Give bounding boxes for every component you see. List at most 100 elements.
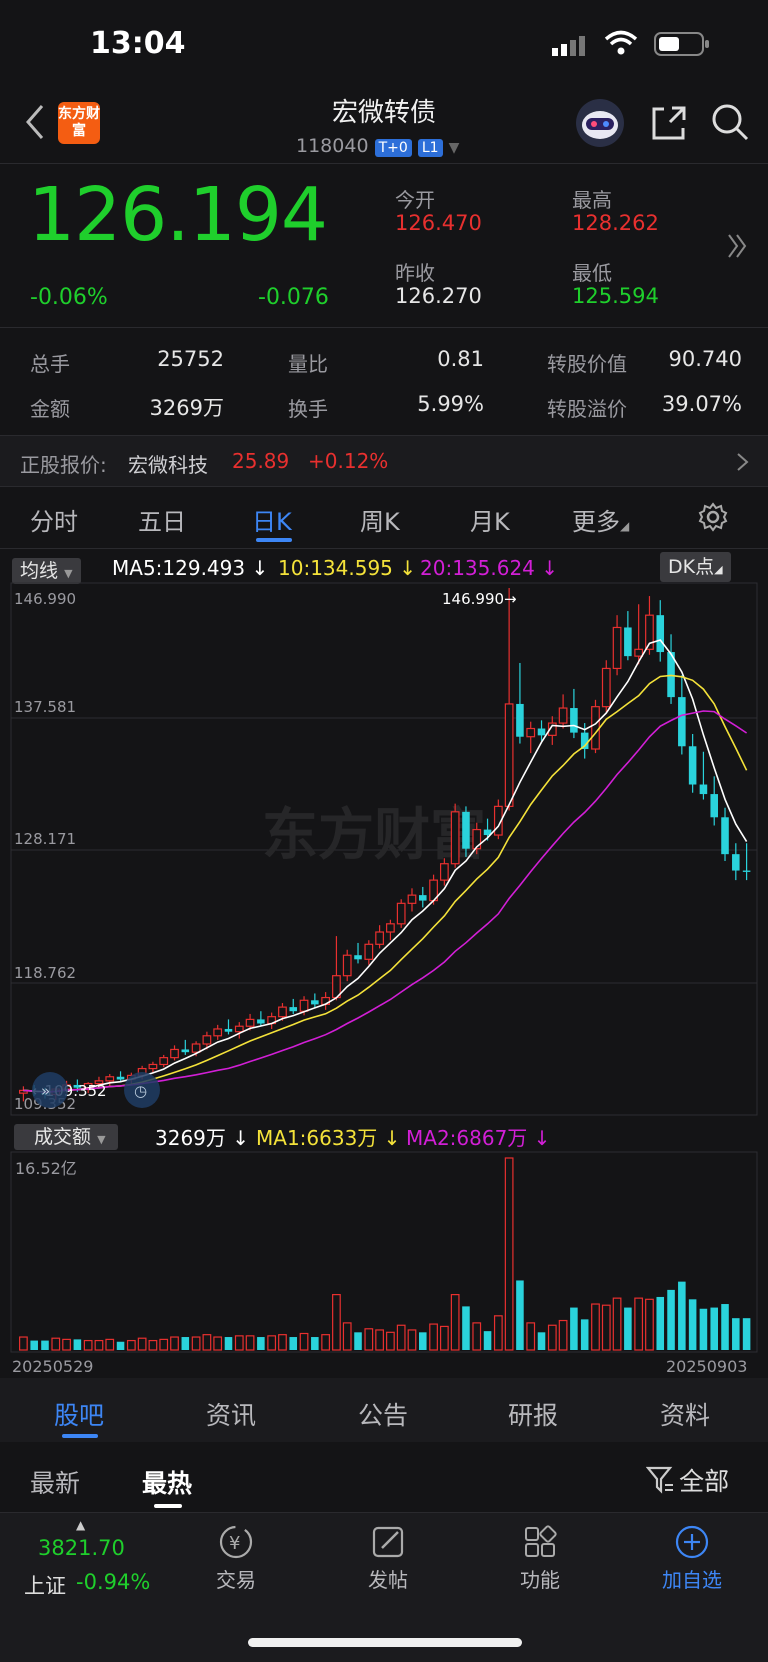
t0-tag: T+0: [374, 139, 412, 157]
robot-assistant-icon[interactable]: [574, 98, 626, 152]
candle-body: [710, 794, 718, 818]
volume-bar: [51, 1337, 61, 1351]
settings-gear-icon[interactable]: [698, 502, 728, 536]
history-icon: ◷: [134, 1082, 147, 1100]
candle-body: [257, 1019, 265, 1024]
tab-five-day[interactable]: 五日: [138, 508, 186, 536]
share-icon[interactable]: [650, 104, 688, 146]
candle-body: [483, 829, 492, 836]
volume-bar: [126, 1339, 136, 1351]
volume-bar: [419, 1332, 427, 1350]
tab-guba[interactable]: 股吧: [54, 1396, 104, 1432]
ma20-legend: 20:135.624 ↓: [420, 556, 558, 580]
status-time: 13:04: [90, 26, 186, 61]
volume-value: 25752: [157, 347, 224, 371]
arrow-down-icon: ↓: [533, 1126, 551, 1150]
tab-guba-label: 股吧: [54, 1401, 105, 1430]
candle-body: [624, 627, 632, 657]
volume-bar: [721, 1304, 729, 1350]
open-label: 今开: [395, 188, 435, 212]
candle-body: [105, 1076, 115, 1082]
post-button[interactable]: 发帖: [338, 1524, 438, 1593]
volume-label: 总手: [30, 352, 70, 376]
tab-intraday[interactable]: 分时: [30, 508, 78, 536]
tab-daily-k[interactable]: 日K: [252, 508, 292, 536]
tab-announcements[interactable]: 公告: [358, 1396, 408, 1432]
kline-chart[interactable]: 东方财富 146.990 137.581 128.171 118.762 109…: [10, 582, 758, 1372]
tab-profile-label: 资料: [660, 1401, 711, 1430]
functions-button[interactable]: 功能: [490, 1524, 590, 1593]
candle-body: [342, 954, 352, 977]
caret-down-icon: ▼: [97, 1133, 106, 1146]
volume-indicator-select[interactable]: 成交额 ▼: [14, 1122, 118, 1150]
conversion-value-label: 转股价值: [547, 352, 627, 376]
volume-bar: [311, 1337, 319, 1350]
volume-bar: [299, 1332, 309, 1351]
index-value: 3821.70: [38, 1536, 125, 1560]
index-name: 上证: [24, 1574, 66, 1598]
tab-weekly-k[interactable]: 周K: [360, 508, 400, 536]
caret-down-icon: ▼: [448, 140, 460, 156]
volume-bar: [148, 1339, 158, 1351]
candle-body: [570, 708, 578, 733]
trade-button[interactable]: ¥ 交易: [186, 1524, 286, 1593]
grid-icon: [525, 1525, 557, 1557]
volume-select-label: 成交额: [34, 1126, 92, 1148]
caret-up-icon: ▲: [76, 1518, 86, 1532]
security-code-row[interactable]: 118040 T+0 L1 ▼: [296, 135, 459, 157]
candle-body: [299, 999, 309, 1012]
candle-body: [612, 626, 622, 670]
ma-select[interactable]: 均线 ▼: [12, 556, 81, 584]
caret-down-icon: ▼: [64, 567, 73, 580]
high-label: 最高: [572, 188, 612, 212]
amount-value: 3269万: [149, 396, 224, 420]
back-button[interactable]: [24, 104, 46, 144]
arrow-down-icon: ↓: [383, 1126, 401, 1150]
candle-body: [601, 667, 611, 708]
volume-bar: [504, 1157, 514, 1351]
filter-latest[interactable]: 最新: [30, 1464, 80, 1500]
vol-ma2: MA2:6867万: [406, 1126, 528, 1150]
tab-research[interactable]: 研报: [508, 1396, 558, 1432]
volume-bar: [278, 1334, 287, 1351]
expand-quote-button[interactable]: [726, 232, 748, 264]
candle-body: [439, 863, 449, 881]
tab-profile[interactable]: 资料: [660, 1396, 710, 1432]
rewind-button[interactable]: [32, 1072, 68, 1108]
tab-monthly-k[interactable]: 月K: [470, 508, 510, 536]
prev-close-value: 126.270: [395, 284, 482, 308]
section-tabbar: [0, 1378, 768, 1442]
candle-body: [493, 805, 503, 836]
volume-bar: [332, 1294, 341, 1351]
low-label: 最低: [572, 261, 612, 285]
search-icon[interactable]: [710, 102, 750, 146]
ma20-line: [23, 710, 748, 1094]
volume-bar: [667, 1289, 675, 1350]
volume-bar: [450, 1294, 460, 1351]
volume-bar: [289, 1337, 298, 1350]
candle-body: [375, 931, 384, 945]
underlying-change: +0.12%: [308, 449, 389, 473]
index-widget[interactable]: ▲ 3821.70 上证 -0.94%: [24, 1518, 174, 1598]
volume-bar: [634, 1297, 644, 1351]
candle-body: [699, 784, 708, 795]
tab-more[interactable]: 更多◢: [572, 502, 629, 537]
candle-body: [462, 811, 470, 849]
candle-body: [721, 817, 729, 855]
volume-bar: [354, 1332, 362, 1350]
underlying-stock-bar[interactable]: 正股报价: 宏微科技 25.89 +0.12%: [0, 436, 768, 486]
filter-indicator: [154, 1504, 182, 1508]
y-label-4: 118.762: [14, 964, 76, 982]
time-machine-button[interactable]: [124, 1072, 160, 1108]
add-watchlist-button[interactable]: 加自选: [642, 1524, 742, 1593]
date-start: 20250529: [12, 1357, 94, 1376]
dk-point-button[interactable]: DK点◢: [660, 552, 731, 582]
volume-bar: [94, 1339, 104, 1351]
tab-news[interactable]: 资讯: [206, 1396, 256, 1432]
filter-all-button[interactable]: 全部: [645, 1462, 729, 1498]
ma20-value: 20:135.624: [420, 556, 535, 580]
candle-body: [311, 1000, 319, 1005]
filter-hottest[interactable]: 最热: [142, 1464, 192, 1500]
tab-news-label: 资讯: [206, 1401, 257, 1430]
vol-ma1-legend: MA1:6633万 ↓: [256, 1122, 400, 1151]
